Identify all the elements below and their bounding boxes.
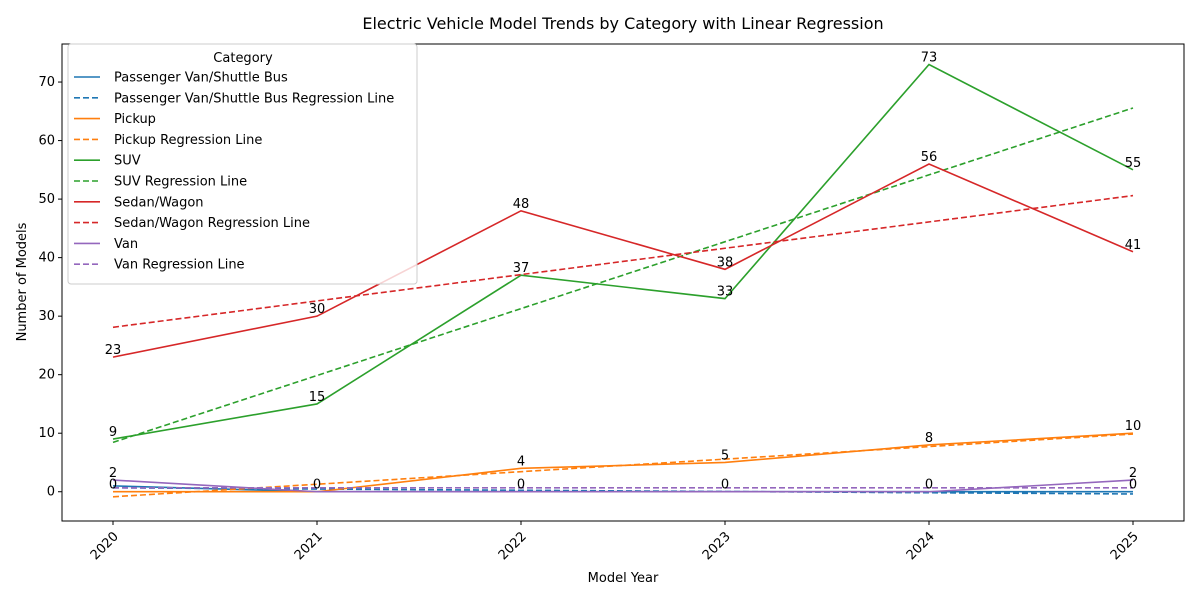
y-tick-label: 10 [38, 426, 55, 441]
legend-label: SUV [114, 154, 141, 169]
data-label: 48 [513, 197, 530, 212]
data-label: 56 [921, 150, 938, 165]
data-label: 5 [721, 448, 729, 463]
legend-label: Sedan/Wagon [114, 195, 204, 210]
y-tick-label: 50 [38, 192, 55, 207]
plot-frame [61, 43, 1185, 522]
data-label: 9 [109, 425, 117, 440]
legend-label: SUV Regression Line [114, 175, 247, 190]
y-tick-label: 0 [47, 485, 55, 500]
data-label: 0 [721, 478, 729, 493]
data-label: 4 [517, 454, 525, 469]
data-label: 0 [517, 478, 525, 493]
legend-label: Pickup Regression Line [114, 133, 262, 148]
x-tick-label: 2022 [496, 529, 530, 563]
data-label: 0 [925, 478, 933, 493]
x-axis: 2020 2021 2022 2023 2024 2025 [88, 521, 1142, 563]
y-tick-label: 40 [38, 251, 55, 266]
y-axis-label: Number of Models [15, 222, 30, 341]
x-tick-label: 2023 [700, 529, 734, 563]
y-tick-label: 70 [38, 75, 55, 90]
y-tick-label: 20 [38, 368, 55, 383]
data-label: 37 [513, 261, 530, 276]
series-line [112, 479, 1134, 493]
regression-line [112, 194, 1134, 329]
legend-title: Category [213, 51, 273, 66]
data-label: 2 [1129, 466, 1137, 481]
legend-label: Pickup [114, 112, 156, 127]
data-label: 10 [1125, 419, 1142, 434]
legend-label: Passenger Van/Shuttle Bus [114, 71, 288, 86]
data-label: 38 [717, 255, 734, 270]
data-label: 33 [717, 285, 734, 300]
data-label: 41 [1125, 238, 1142, 253]
x-axis-label: Model Year [588, 571, 659, 586]
x-tick-label: 2024 [904, 529, 938, 563]
legend-frame [67, 43, 418, 285]
data-label: 73 [921, 50, 938, 65]
legend-label: Sedan/Wagon Regression Line [114, 216, 310, 231]
x-tick-label: 2021 [292, 529, 326, 563]
data-label: 2 [109, 466, 117, 481]
series-line [112, 163, 1134, 358]
regression-line [112, 487, 1134, 495]
series-line [112, 63, 1134, 440]
x-tick-label: 2025 [1108, 529, 1142, 563]
data-label: 0 [109, 478, 117, 493]
regression-line [112, 433, 1134, 498]
y-tick-label: 30 [38, 309, 55, 324]
data-label: 0 [313, 478, 321, 493]
legend-label: Passenger Van/Shuttle Bus Regression Lin… [114, 91, 394, 106]
legend-label: Van [114, 237, 138, 252]
y-tick-label: 60 [38, 134, 55, 149]
data-label: 55 [1125, 156, 1142, 171]
data-label: 8 [925, 431, 933, 446]
x-tick-label: 2020 [88, 529, 122, 563]
data-label: 0 [1129, 478, 1137, 493]
legend: Category Passenger Van/Shuttle Bus Passen… [67, 43, 418, 285]
data-label: 30 [309, 302, 326, 317]
data-label: 23 [105, 343, 122, 358]
regression-line [112, 107, 1134, 444]
series-line [113, 432, 1134, 493]
legend-label: Van Regression Line [114, 258, 245, 273]
data-label: 15 [309, 390, 326, 405]
y-axis: 0 10 20 30 40 50 60 70 [38, 75, 62, 500]
chart-title: Electric Vehicle Model Trends by Categor… [362, 14, 883, 33]
